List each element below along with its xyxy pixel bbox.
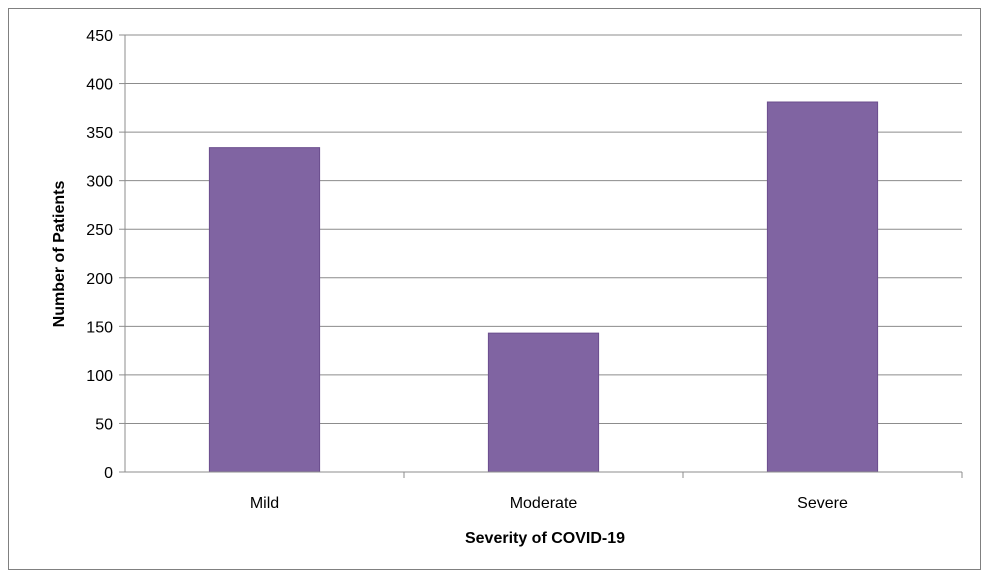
axes [119,34,963,478]
tick-labels: 0 50 100 150 200 250 300 350 400 450 Mild Moderate S… [86,28,848,512]
x-axis-title: Severity of COVID-19 [465,530,625,547]
y-tick-label: 200 [86,271,113,288]
y-tick-label: 250 [86,222,113,239]
y-tick-label: 300 [86,174,113,191]
y-tick-label: 50 [95,416,113,433]
x-tick-label: Moderate [510,495,578,512]
y-tick-label: 450 [86,28,113,45]
y-axis-title: Number of Patients [51,181,68,328]
bar-severe [766,101,879,473]
x-tick-label: Severe [797,495,848,512]
bars [208,101,879,473]
y-tick-label: 150 [86,319,113,336]
bar-moderate [487,332,600,473]
y-tick-label: 350 [86,125,113,142]
y-tick-label: 0 [104,465,113,482]
x-tick-label: Mild [250,495,279,512]
y-tick-label: 100 [86,368,113,385]
bar-mild [208,147,321,473]
y-tick-label: 400 [86,77,113,94]
